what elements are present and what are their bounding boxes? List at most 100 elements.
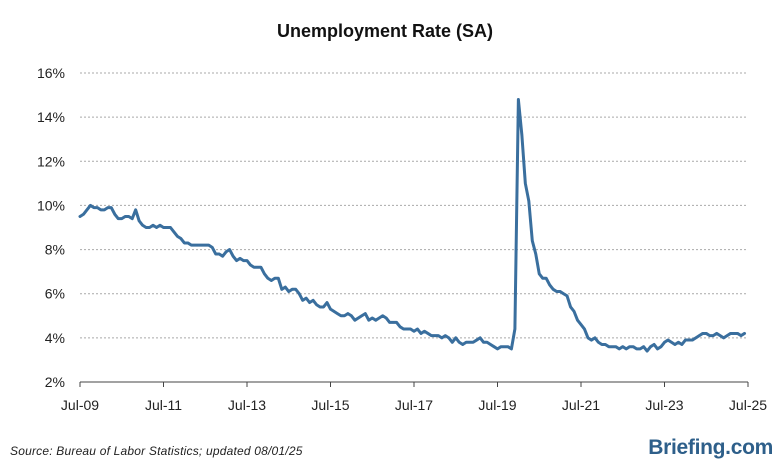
data-point	[691, 338, 694, 342]
data-point	[301, 299, 304, 302]
data-point	[256, 266, 259, 269]
data-point	[266, 277, 270, 280]
data-point	[197, 243, 200, 247]
data-point	[705, 332, 708, 335]
data-point	[638, 347, 642, 351]
data-point	[214, 252, 217, 256]
data-point	[89, 204, 92, 207]
data-point	[649, 345, 652, 348]
data-point	[659, 345, 663, 348]
data-point	[499, 345, 503, 348]
data-point	[520, 133, 524, 136]
data-point	[332, 310, 336, 313]
data-point	[78, 215, 82, 218]
x-tick-label: Jul-21	[562, 397, 600, 413]
data-point	[325, 301, 329, 304]
gridlines	[80, 72, 748, 339]
data-point	[684, 338, 687, 342]
data-point	[245, 259, 249, 262]
x-tick-label: Jul-19	[478, 397, 516, 413]
data-point	[461, 343, 464, 346]
data-point	[409, 327, 412, 331]
data-point	[513, 327, 517, 331]
source-note: Source: Bureau of Labor Statistics; upda…	[10, 444, 303, 458]
data-point	[294, 288, 297, 291]
data-point	[99, 208, 103, 212]
data-point	[144, 226, 148, 229]
data-point	[492, 345, 496, 348]
data-point	[611, 345, 614, 348]
data-point	[517, 98, 520, 101]
data-point	[558, 290, 562, 293]
data-point	[534, 252, 537, 256]
data-point	[96, 206, 99, 209]
data-point	[405, 327, 409, 331]
data-point	[423, 330, 426, 333]
data-point	[579, 323, 583, 326]
data-point	[350, 314, 353, 317]
data-point	[576, 319, 579, 322]
data-point	[631, 345, 635, 348]
data-point	[158, 224, 162, 227]
data-point	[635, 347, 638, 351]
data-point	[562, 292, 565, 295]
unemployment-rate-line	[78, 97, 747, 353]
data-point	[360, 314, 364, 317]
data-point	[551, 288, 555, 291]
data-point	[263, 272, 266, 276]
data-point	[322, 305, 325, 309]
data-point	[287, 290, 290, 293]
data-point	[284, 285, 287, 289]
y-tick-label: 6%	[45, 286, 65, 302]
data-point	[169, 226, 172, 229]
data-point	[120, 217, 123, 220]
y-tick-label: 16%	[37, 65, 65, 81]
data-point	[485, 341, 489, 344]
y-axis-labels: 2% 4% 6% 8% 10% 12% 14% 16%	[37, 65, 65, 390]
data-point	[207, 243, 210, 247]
data-point	[249, 263, 252, 267]
data-point	[593, 336, 597, 340]
y-tick-label: 14%	[37, 109, 65, 125]
data-point	[600, 343, 604, 346]
data-point	[371, 316, 374, 320]
data-point	[718, 334, 722, 337]
data-point	[304, 296, 308, 300]
data-point	[496, 347, 499, 351]
data-point	[722, 336, 725, 340]
data-point	[687, 338, 691, 342]
y-tick-label: 12%	[37, 153, 65, 169]
data-point	[437, 334, 440, 337]
data-point	[597, 341, 600, 344]
data-point	[680, 343, 684, 346]
data-point	[604, 343, 607, 346]
data-point	[124, 215, 127, 218]
data-point	[656, 347, 659, 351]
y-tick-label: 2%	[45, 374, 65, 390]
data-point	[391, 321, 395, 324]
data-point	[388, 321, 391, 324]
data-point	[162, 226, 165, 229]
y-tick-label: 8%	[45, 242, 65, 258]
data-point	[666, 338, 670, 342]
data-point	[569, 305, 572, 309]
data-point	[482, 341, 485, 344]
data-point	[130, 217, 134, 220]
data-point	[416, 327, 419, 331]
data-point	[433, 334, 437, 337]
data-point	[137, 219, 141, 223]
data-point	[85, 208, 89, 212]
data-point	[715, 332, 718, 335]
data-point	[193, 243, 197, 247]
data-point	[625, 347, 628, 351]
data-point	[590, 338, 593, 342]
data-point	[200, 243, 203, 247]
data-point	[259, 266, 263, 269]
data-point	[412, 330, 416, 333]
data-point	[179, 237, 183, 240]
data-point	[701, 332, 704, 335]
data-point	[736, 332, 739, 335]
data-point	[694, 336, 698, 340]
data-point	[117, 217, 120, 220]
